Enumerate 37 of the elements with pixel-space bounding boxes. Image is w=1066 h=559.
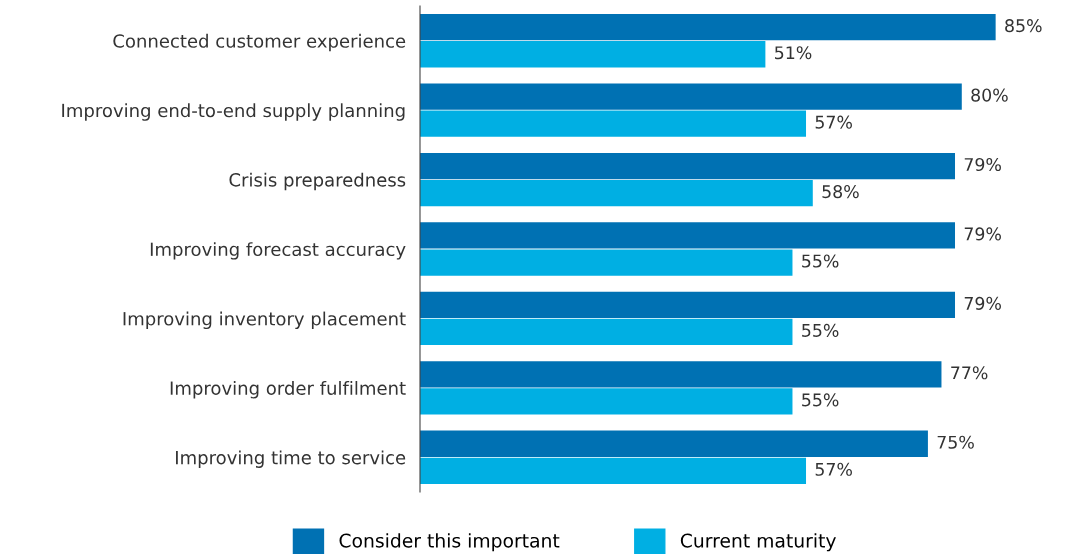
bar [420,110,807,137]
data-label: 57% [815,462,852,476]
data-label: 55% [802,254,839,268]
bar [420,222,956,249]
data-label: 79% [964,296,1001,310]
bar [420,179,813,207]
data-label: 51% [775,46,812,60]
bar [420,291,956,319]
y-tick-label: Improving order fulfilment [170,381,406,399]
y-tick-label: Crisis preparedness [229,172,406,191]
bar [420,152,956,180]
y-tick-label: Improving time to service [176,450,406,468]
data-label: 55% [802,323,839,337]
data-label: 75% [937,435,974,449]
bar [420,318,793,346]
bar [420,388,793,415]
bar [420,430,928,457]
data-label: 85% [1005,19,1042,33]
y-tick-label: Improving forecast accuracy [150,242,406,260]
bar [420,83,962,110]
bar [420,361,942,388]
data-label: 57% [815,115,852,129]
y-tick-label: Improving inventory placement [123,311,406,330]
y-tick-label: Connected customer experience [113,33,406,52]
data-label: 79% [964,227,1001,241]
bar [420,41,766,68]
data-label: 77% [951,366,988,380]
data-label: 58% [822,185,859,199]
data-label: 80% [971,88,1008,102]
bar [420,249,793,276]
legend-label: Consider this important [339,533,560,552]
y-tick-label: Improving end-to-end supply planning [62,103,405,121]
bar [420,457,807,484]
legend-label: Current maturity [680,533,836,552]
bar [420,14,996,41]
data-label: 79% [964,157,1001,172]
data-label: 55% [802,393,839,407]
